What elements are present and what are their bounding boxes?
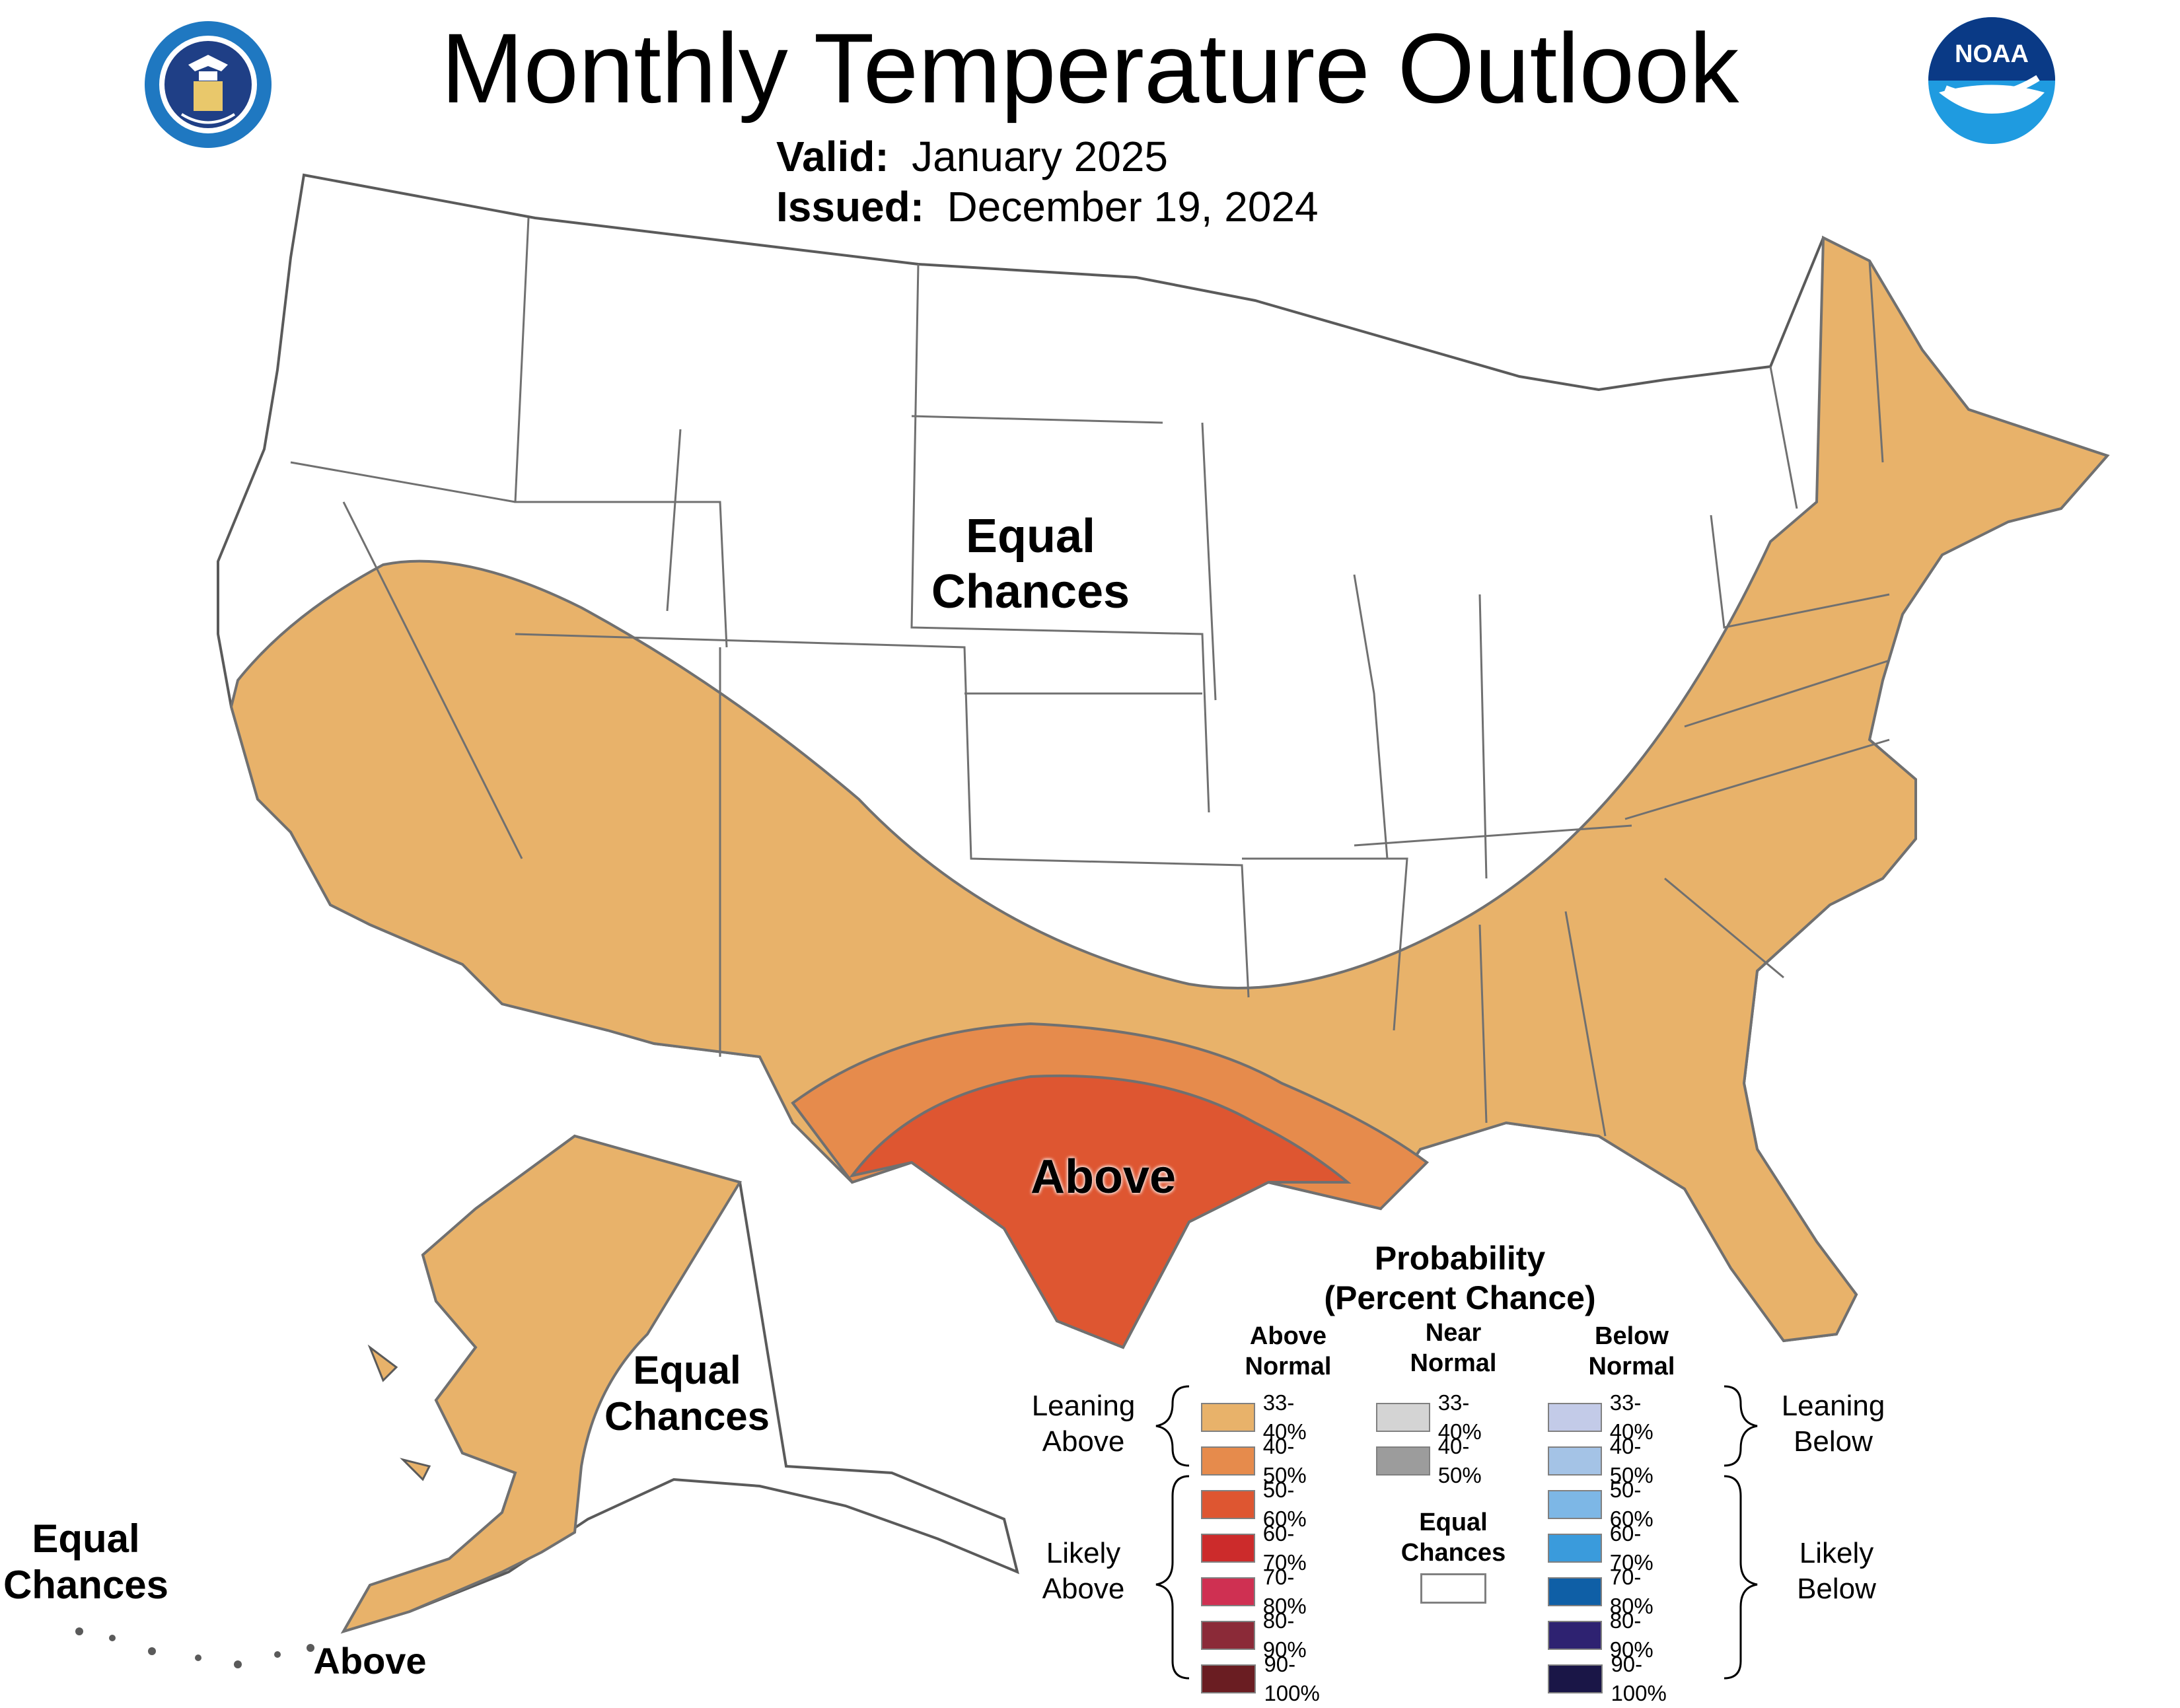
legend-near-row: 33-40% [1376, 1388, 1496, 1446]
legend-near-swatch [1376, 1403, 1430, 1432]
legend-below-swatch [1548, 1403, 1602, 1432]
legend-below-label: 40-50% [1609, 1434, 1653, 1487]
legend-below-row: 60-70% [1548, 1519, 1668, 1577]
legend-above-label: 40-50% [1262, 1434, 1307, 1487]
legend-above-row: 40-50% [1201, 1432, 1321, 1490]
legend-below-row: 80-90% [1548, 1606, 1668, 1664]
alaska-above-33-40 [340, 1134, 743, 1634]
legend-above-label: 50-60% [1262, 1477, 1307, 1531]
legend-col-above: Above Normal [1245, 1322, 1332, 1380]
legend-near-label: 33-40% [1437, 1390, 1482, 1444]
legend-below-label: 90-100% [1611, 1652, 1667, 1705]
legend-above-swatch [1201, 1577, 1255, 1606]
legend-col-near: Near Normal [1410, 1319, 1497, 1377]
legend-title: Probability (Percent Chance) [1324, 1240, 1596, 1316]
legend-below-label: 50-60% [1609, 1477, 1653, 1531]
legend-below-swatch [1548, 1577, 1602, 1606]
issued-line: Issued: December 19, 2024 [776, 182, 1319, 231]
label-conus-above: Above [1030, 1151, 1177, 1203]
legend-above-label: 90-100% [1264, 1652, 1320, 1705]
legend-likely-below: Likely Below [1797, 1537, 1876, 1605]
legend-likely-above: Likely Above [1042, 1537, 1125, 1605]
legend-left-braces [1155, 1385, 1190, 1680]
label-alaska-equal-chances: Equal Chances [604, 1348, 770, 1439]
legend-near-label: 40-50% [1437, 1434, 1482, 1487]
legend-above-row: 90-100% [1201, 1650, 1333, 1708]
legend-above-swatch [1201, 1621, 1255, 1650]
legend-below-label: 70-80% [1609, 1565, 1653, 1618]
legend-above-row: 50-60% [1201, 1476, 1321, 1534]
legend-below-label: 33-40% [1609, 1390, 1653, 1444]
legend-below-row: 90-100% [1548, 1650, 1680, 1708]
legend-below-label: 60-70% [1609, 1521, 1653, 1575]
legend-below-swatch [1548, 1490, 1602, 1519]
aleutian-islands [75, 1627, 314, 1668]
page-title: Monthly Temperature Outlook [441, 13, 1739, 124]
legend-above-label: 33-40% [1262, 1390, 1307, 1444]
label-aleutian-above: Above [313, 1640, 427, 1682]
legend-below-row: 70-80% [1548, 1563, 1668, 1621]
legend-leaning-below: Leaning Below [1781, 1390, 1885, 1458]
legend-near-swatch [1376, 1446, 1430, 1476]
label-aleutian-equal-chances: Equal Chances [3, 1516, 169, 1607]
legend-above-swatch [1201, 1534, 1255, 1563]
legend-right-braces [1724, 1385, 1758, 1680]
legend-equal-chances: Equal Chances [1400, 1509, 1506, 1567]
issued-key: Issued: [776, 183, 925, 231]
legend-below-row: 50-60% [1548, 1476, 1668, 1534]
legend-below-label: 80-90% [1609, 1608, 1653, 1662]
legend-above-swatch [1201, 1446, 1255, 1476]
legend-above-swatch [1201, 1490, 1255, 1519]
legend-above-label: 60-70% [1262, 1521, 1307, 1575]
region-above-50-60 [849, 1074, 1352, 1349]
legend-above-swatch [1201, 1403, 1255, 1432]
issued-value: December 19, 2024 [947, 183, 1319, 231]
legend-near-row: 40-50% [1376, 1432, 1496, 1490]
legend-above-row: 70-80% [1201, 1563, 1321, 1621]
legend-above-row: 33-40% [1201, 1388, 1321, 1446]
legend-below-row: 40-50% [1548, 1432, 1668, 1490]
legend-col-below: Below Normal [1588, 1322, 1675, 1380]
legend-above-label: 80-90% [1262, 1608, 1307, 1662]
legend-above-swatch [1201, 1664, 1256, 1693]
noaa-logo-icon: NOAA [1928, 17, 2055, 144]
legend-above-row: 60-70% [1201, 1519, 1321, 1577]
label-conus-equal-chances: Equal Chances [931, 510, 1130, 618]
legend-below-row: 33-40% [1548, 1388, 1668, 1446]
valid-line: Valid: January 2025 [776, 132, 1168, 181]
legend-above-row: 80-90% [1201, 1606, 1321, 1664]
legend-equal-chances-swatch [1420, 1573, 1486, 1604]
legend-below-swatch [1548, 1446, 1602, 1476]
valid-value: January 2025 [912, 133, 1169, 180]
valid-key: Valid: [776, 133, 889, 180]
noaa-logo-text: NOAA [1955, 40, 2029, 68]
state-boundaries [290, 217, 1890, 1137]
legend-below-swatch [1548, 1621, 1602, 1650]
legend-below-swatch [1548, 1664, 1603, 1693]
commerce-seal-icon [145, 21, 272, 148]
legend-below-swatch [1548, 1534, 1602, 1563]
legend-above-label: 70-80% [1262, 1565, 1307, 1618]
legend-leaning-above: Leaning Above [1031, 1390, 1136, 1458]
